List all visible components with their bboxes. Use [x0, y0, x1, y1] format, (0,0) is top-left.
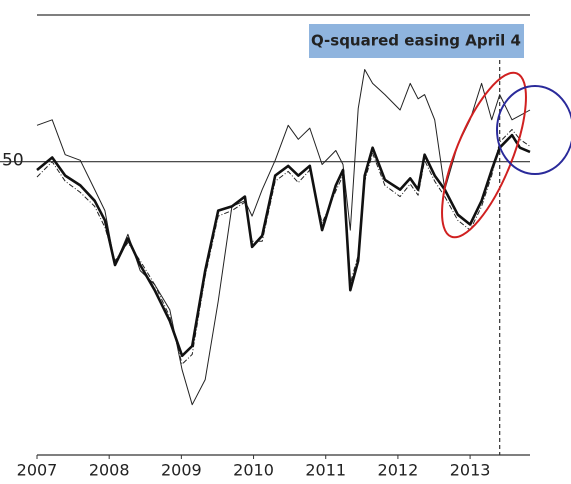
y-tick-label: 50 [2, 151, 24, 171]
annotation-box [309, 24, 524, 58]
x-tick-label: 2008 [89, 461, 130, 480]
x-tick-label: 2007 [17, 461, 58, 480]
x-tick-label: 2011 [305, 461, 346, 480]
x-tick-label: 2013 [450, 461, 491, 480]
x-tick-label: 2010 [233, 461, 274, 480]
x-tick-label: 2009 [161, 461, 202, 480]
plot-area [0, 60, 531, 459]
series-line [36, 133, 531, 358]
annotation-text: Q-squared easing April 4 [311, 32, 521, 50]
highlight-ellipse-blue [496, 85, 571, 175]
x-tick-label: 2012 [378, 461, 419, 480]
highlight-ellipse-red [441, 71, 527, 239]
